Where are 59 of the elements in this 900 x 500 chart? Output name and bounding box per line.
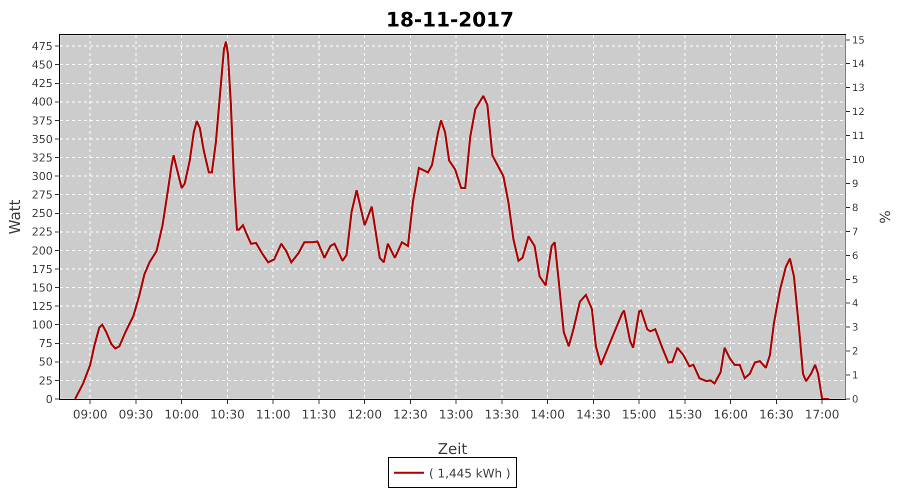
x-tick-label: 09:00 <box>72 407 108 422</box>
y-tick-label: 25 <box>38 374 53 388</box>
x-tick-label: 11:30 <box>302 407 336 422</box>
x-tick-label: 15:00 <box>622 407 656 422</box>
y-tick-label: 275 <box>32 188 53 202</box>
y2-tick-label: 7 <box>852 226 858 238</box>
x-axis-title: Zeit <box>438 440 468 458</box>
legend-label: ( 1,445 kWh ) <box>429 466 511 480</box>
y-tick-label: 75 <box>38 337 53 350</box>
y-tick-label: 475 <box>32 40 53 53</box>
y-tick-label: 300 <box>32 170 53 183</box>
y2-tick-label: 0 <box>852 394 858 406</box>
y-axis-title: Watt <box>6 199 24 234</box>
x-tick-label: 10:30 <box>210 407 245 422</box>
y2-tick-label: 9 <box>852 178 858 190</box>
y2-tick-label: 12 <box>852 107 865 118</box>
x-tick-label: 12:00 <box>347 407 382 422</box>
y2-tick-label: 13 <box>852 83 865 94</box>
y-tick-label: 375 <box>32 114 53 128</box>
x-tick-label: 17:00 <box>804 407 840 422</box>
y-tick-label: 425 <box>32 77 53 90</box>
x-tick-label: 09:30 <box>118 407 154 422</box>
y2-tick-label: 10 <box>852 155 865 166</box>
y2-tick-label: 11 <box>852 131 865 142</box>
y-tick-label: 225 <box>32 226 53 239</box>
y2-tick-label: 3 <box>852 322 858 334</box>
x-tick-label: 11:00 <box>256 407 290 422</box>
y-tick-label: 400 <box>32 96 53 109</box>
y2-tick-label: 6 <box>852 250 858 262</box>
y-tick-label: 200 <box>32 244 53 258</box>
y-tick-label: 175 <box>32 262 53 276</box>
y2-tick-label: 8 <box>852 202 858 214</box>
x-tick-label: 14:00 <box>530 407 565 422</box>
y-tick-label: 50 <box>38 356 53 369</box>
y2-tick-label: 1 <box>852 370 858 382</box>
y-tick-label: 250 <box>32 207 53 220</box>
x-tick-label: 13:00 <box>438 407 474 422</box>
chart-title: 18-11-2017 <box>386 8 514 32</box>
y-tick-label: 350 <box>32 132 53 146</box>
y-tick-label: 100 <box>32 318 53 332</box>
x-tick-label: 15:30 <box>668 407 702 422</box>
y-tick-label: 450 <box>32 58 53 72</box>
x-tick-label: 10:00 <box>164 407 199 422</box>
y2-tick-label: 2 <box>852 346 858 358</box>
y2-axis-title: % <box>878 210 894 224</box>
y-tick-label: 150 <box>32 281 53 294</box>
y2-tick-label: 4 <box>852 298 858 310</box>
y-tick-label: 325 <box>32 151 53 164</box>
x-tick-label: 16:00 <box>713 407 748 422</box>
y2-tick-label: 14 <box>852 59 865 70</box>
x-tick-label: 14:30 <box>576 407 611 422</box>
x-tick-label: 16:30 <box>759 407 794 422</box>
line-series <box>74 40 830 399</box>
y2-tick-label: 5 <box>852 274 858 286</box>
y2-tick-label: 15 <box>852 35 865 46</box>
y-tick-label: 125 <box>32 300 53 313</box>
x-tick-label: 12:30 <box>393 407 428 422</box>
x-tick-label: 13:30 <box>484 407 520 422</box>
y-tick-label: 0 <box>46 392 53 406</box>
